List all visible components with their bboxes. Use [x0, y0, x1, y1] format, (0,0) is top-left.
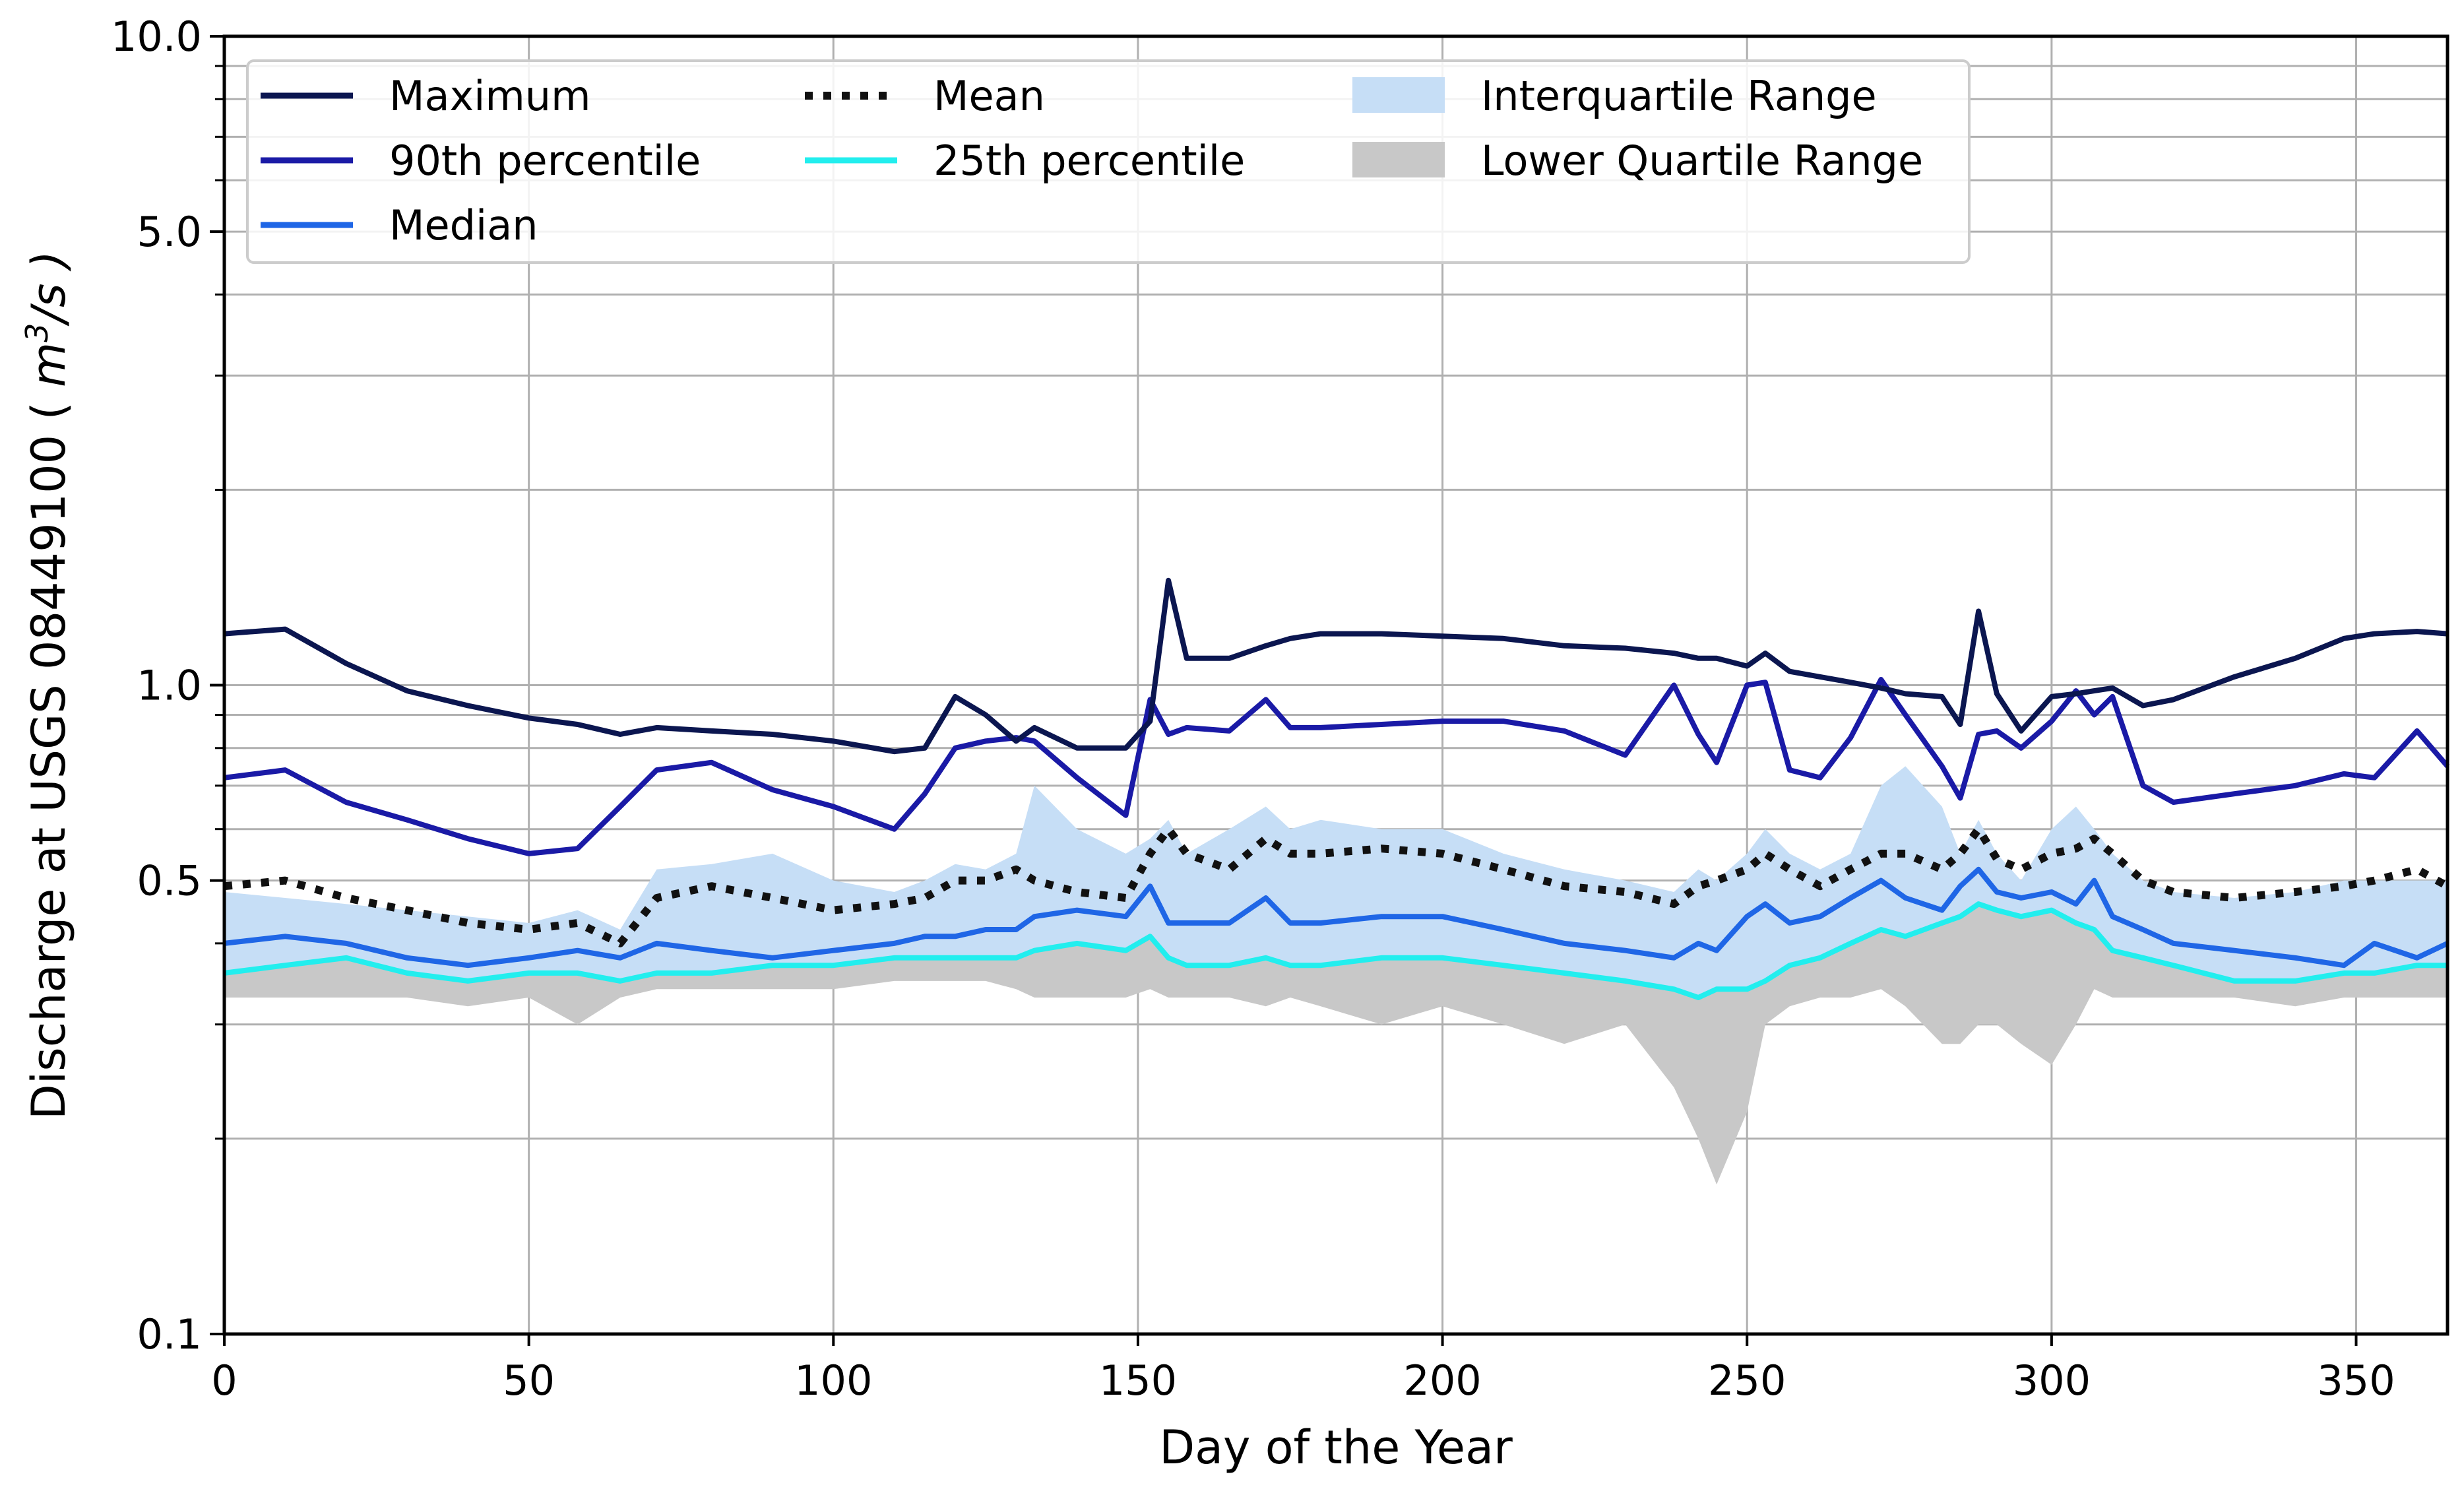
- legend-label-p90: 90th percentile: [389, 137, 701, 185]
- legend-label-mean: Mean: [933, 72, 1045, 120]
- y-axis-title-superscript: 3: [19, 323, 55, 342]
- x-tick-label: 150: [1099, 1356, 1177, 1405]
- range-fills: [224, 766, 2448, 1185]
- legend-label-p25: 25th percentile: [933, 137, 1245, 185]
- x-tick-label: 350: [2317, 1356, 2395, 1405]
- y-tick-label: 5.0: [137, 208, 202, 256]
- median-line: [224, 866, 2449, 969]
- y-axis-title-unit: m: [22, 342, 76, 387]
- legend-label-iqr: Interquartile Range: [1481, 72, 1877, 120]
- legend-label-median: Median: [389, 201, 538, 249]
- p25-line: [224, 901, 2448, 1000]
- x-tick-label: 250: [1708, 1356, 1786, 1405]
- y-tick-label: 0.1: [137, 1310, 202, 1358]
- axis-ticks: 0 50 100 150 200 250 300 350 0.1 0.5 1.0 5.0 10.0: [111, 13, 2395, 1405]
- maximum-line: [224, 577, 2448, 755]
- legend-label-max: Maximum: [389, 72, 591, 120]
- y-tick-label: 10.0: [111, 13, 202, 61]
- lower-quartile-range-band: [224, 904, 2448, 1185]
- interquartile-range-band: [224, 766, 2448, 998]
- legend-swatch-lqr: [1352, 142, 1445, 177]
- y-axis-title: Discharge at USGS 08449100 ( m3/s ): [19, 251, 76, 1120]
- x-tick-label: 50: [503, 1356, 555, 1405]
- legend-swatch-iqr: [1352, 77, 1445, 113]
- y-tick-label: 0.5: [137, 857, 202, 905]
- y-axis-title-prefix: Discharge at USGS 08449100 (: [22, 387, 76, 1120]
- y-axis-title-suffix: /s ): [22, 251, 76, 327]
- x-tick-label: 300: [2013, 1356, 2091, 1405]
- x-tick-label: 100: [794, 1356, 872, 1405]
- legend-label-lqr: Lower Quartile Range: [1481, 137, 1923, 185]
- x-tick-label: 0: [211, 1356, 237, 1405]
- series-lines: [224, 577, 2450, 1000]
- p90-line: [224, 677, 2450, 856]
- y-tick-label: 1.0: [137, 662, 202, 710]
- legend: Maximum 90th percentile Median Mean 25th per…: [246, 59, 1971, 264]
- legend-box: [246, 59, 1971, 264]
- x-axis-title: Day of the Year: [1159, 1420, 1513, 1475]
- x-tick-label: 200: [1403, 1356, 1481, 1405]
